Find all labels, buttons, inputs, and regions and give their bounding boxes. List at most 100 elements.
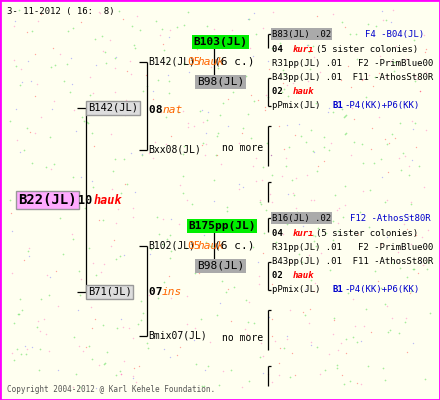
Text: (5 sister colonies): (5 sister colonies) (316, 45, 418, 54)
Point (237, 336, 244, 343)
Point (408, 199, 415, 205)
Point (85, 120, 92, 126)
Point (297, 132, 304, 139)
Point (382, 136, 389, 142)
Point (269, 44, 276, 51)
Point (235, 181, 242, 187)
Point (11, 18, 18, 25)
Point (263, 92, 270, 98)
Point (422, 49, 429, 55)
Point (59, 251, 66, 257)
Point (403, 274, 411, 280)
Point (382, 74, 389, 80)
Point (238, 384, 245, 390)
Point (70, 384, 77, 390)
Point (114, 105, 121, 112)
Point (342, 130, 349, 136)
Point (192, 325, 199, 331)
Point (396, 265, 403, 272)
Point (177, 344, 184, 350)
Point (242, 297, 249, 304)
Point (28, 160, 35, 166)
Point (245, 378, 252, 384)
Point (380, 364, 387, 371)
Point (268, 172, 275, 178)
Point (247, 135, 254, 141)
Point (371, 74, 378, 80)
Point (317, 370, 324, 377)
Point (107, 243, 114, 250)
Point (131, 364, 138, 371)
Point (360, 323, 367, 330)
Point (305, 78, 312, 84)
Point (21, 147, 28, 154)
Point (14, 346, 21, 352)
Point (206, 338, 213, 345)
Point (215, 64, 222, 71)
Point (199, 106, 206, 113)
Point (36, 367, 43, 374)
Point (159, 41, 166, 47)
Point (330, 11, 337, 17)
Point (54, 366, 61, 373)
Point (24, 58, 31, 64)
Point (403, 348, 411, 355)
Point (165, 78, 172, 84)
Point (341, 183, 348, 190)
Point (340, 114, 347, 120)
Point (97, 10, 104, 16)
Point (103, 60, 110, 67)
Point (342, 202, 349, 208)
Point (191, 270, 198, 276)
Point (112, 54, 119, 60)
Point (201, 232, 208, 238)
Point (245, 110, 252, 117)
Point (155, 295, 162, 301)
Point (352, 30, 359, 37)
Point (14, 136, 21, 143)
Point (280, 86, 287, 92)
Point (336, 205, 343, 211)
Text: B71(JL): B71(JL) (88, 287, 132, 297)
Point (256, 281, 263, 287)
Point (325, 105, 332, 111)
Point (51, 193, 59, 199)
Point (132, 45, 139, 51)
Point (133, 379, 140, 385)
Text: B98(JL): B98(JL) (197, 77, 244, 87)
Point (398, 167, 405, 173)
Point (66, 89, 73, 95)
Point (97, 268, 104, 275)
Point (323, 230, 330, 236)
Point (180, 143, 187, 150)
Point (339, 214, 346, 220)
Point (338, 19, 345, 25)
Point (346, 101, 353, 107)
Point (261, 104, 268, 110)
Point (37, 327, 44, 334)
Point (46, 274, 53, 280)
Point (257, 200, 264, 207)
Point (360, 76, 367, 82)
Point (235, 140, 242, 146)
Point (69, 24, 76, 31)
Point (153, 214, 160, 220)
Point (245, 16, 252, 22)
Point (374, 286, 381, 292)
Text: 04: 04 (272, 229, 288, 238)
Text: no more: no more (222, 143, 263, 153)
Point (279, 89, 286, 95)
Point (41, 316, 48, 322)
Point (343, 112, 350, 118)
Point (22, 351, 29, 357)
Point (19, 79, 26, 86)
Point (403, 56, 410, 62)
Point (15, 311, 22, 317)
Point (238, 130, 245, 136)
Point (208, 243, 215, 249)
Point (254, 258, 261, 265)
Point (276, 40, 283, 46)
Point (92, 316, 99, 322)
Point (415, 163, 422, 169)
Point (26, 245, 33, 252)
